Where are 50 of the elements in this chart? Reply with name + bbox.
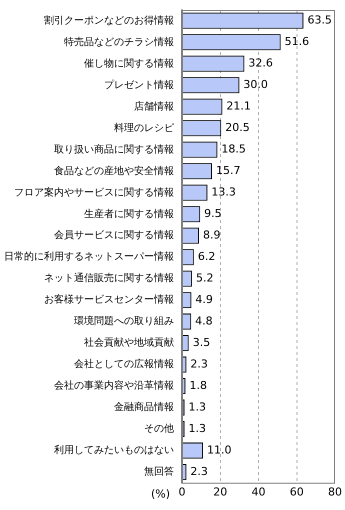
data-label: 9.5 bbox=[204, 207, 222, 220]
data-label: 1.8 bbox=[189, 378, 207, 392]
y-tick-label: その他 bbox=[144, 422, 174, 435]
data-label: 20.5 bbox=[225, 121, 250, 134]
data-label: 18.5 bbox=[221, 142, 246, 156]
data-label: 15.7 bbox=[216, 164, 241, 178]
y-tick-label: 食品などの産地や安全情報 bbox=[54, 164, 174, 177]
data-label: 6.2 bbox=[198, 250, 216, 264]
data-label: 4.9 bbox=[195, 292, 213, 306]
y-tick-label: 会社としての広報情報 bbox=[74, 358, 174, 370]
y-tick-label: ネット通信販売に関する情報 bbox=[44, 272, 174, 284]
data-label: 2.3 bbox=[190, 464, 208, 478]
data-label: 63.5 bbox=[307, 14, 332, 27]
y-tick-label: 無回答 bbox=[144, 466, 174, 478]
y-tick-label: 会員サービスに関する情報 bbox=[54, 229, 174, 242]
x-tick-label: 60 bbox=[290, 485, 304, 498]
y-tick-label: フロア案内やサービスに関する情報 bbox=[14, 186, 174, 198]
y-tick-label: 生産者に関する情報 bbox=[84, 208, 174, 220]
y-tick-label: 料理のレシピ bbox=[114, 122, 174, 134]
y-tick-label: 会社の事業内容や沿革情報 bbox=[54, 380, 174, 392]
data-label: 4.8 bbox=[195, 314, 213, 328]
x-tick-label: 0 bbox=[178, 485, 186, 498]
data-label: 3.5 bbox=[192, 336, 210, 349]
y-tick-label: 特売品などのチラシ情報 bbox=[64, 36, 174, 48]
x-axis-title: (%) bbox=[150, 488, 170, 501]
data-label: 30.0 bbox=[243, 78, 268, 92]
x-tick-label: 80 bbox=[328, 485, 342, 498]
data-label: 1.3 bbox=[188, 400, 206, 414]
data-label: 13.3 bbox=[211, 186, 236, 199]
y-tick-label: 店舗情報 bbox=[134, 100, 174, 112]
y-tick-label: プレゼント情報 bbox=[104, 78, 174, 91]
y-tick-label: 催し物に関する情報 bbox=[84, 57, 174, 70]
data-label: 21.1 bbox=[226, 100, 251, 113]
data-label: 5.2 bbox=[196, 271, 214, 284]
data-label: 51.6 bbox=[284, 35, 310, 48]
y-tick-label: お客様サービスセンター情報 bbox=[44, 294, 174, 306]
y-tick-label: 利用してみたいものはない bbox=[54, 444, 174, 456]
y-tick-label: 環境問題への取り組み bbox=[74, 315, 174, 328]
data-label: 2.3 bbox=[190, 357, 208, 370]
y-tick-label: 日常的に利用するネットスーパー情報 bbox=[4, 250, 174, 263]
x-tick-label: 40 bbox=[252, 485, 266, 498]
y-tick-label: 社会貢献や地域貢献 bbox=[84, 336, 174, 349]
data-label: 11.0 bbox=[207, 443, 232, 456]
y-tick-label: 割引クーポンなどのお得情報 bbox=[44, 14, 174, 26]
y-tick-label: 取り扱い商品に関する情報 bbox=[54, 143, 174, 156]
data-label: 32.6 bbox=[248, 56, 273, 70]
data-label: 8.9 bbox=[203, 228, 221, 242]
y-tick-label: 金融商品情報 bbox=[114, 401, 174, 414]
data-label: 1.3 bbox=[188, 422, 206, 435]
x-tick-label: 20 bbox=[213, 485, 228, 498]
